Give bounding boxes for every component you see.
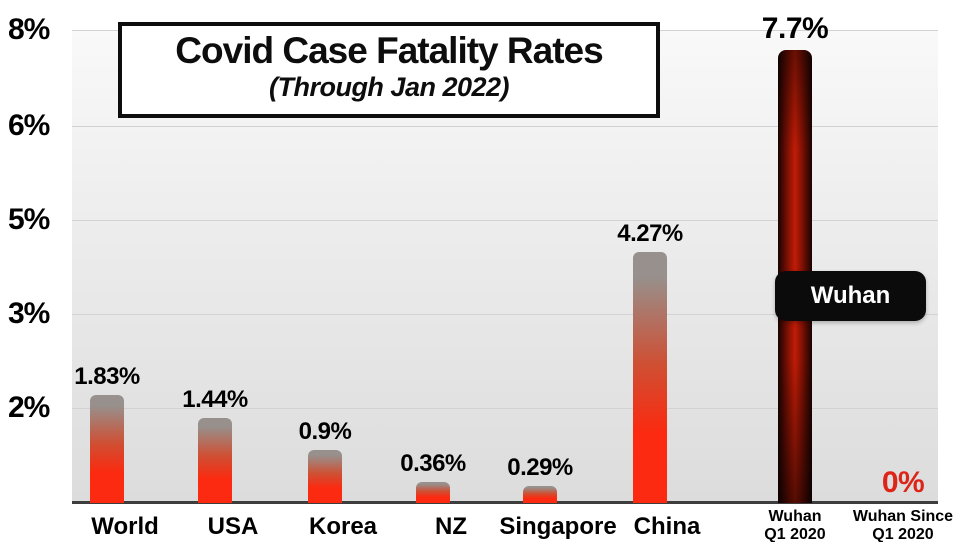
- category-label-line: Korea: [308, 513, 378, 540]
- category-label-line: World: [91, 513, 159, 540]
- category-label-line: NZ: [435, 513, 467, 540]
- value-label-nz: 0.36%: [400, 450, 466, 477]
- value-label-usa: 1.44%: [182, 386, 248, 413]
- category-label-line: Wuhan Since: [852, 508, 954, 525]
- category-label-wuhan-q1: Wuhan Q1 2020: [764, 508, 825, 542]
- category-label-line: USA: [207, 513, 259, 540]
- y-tick-label-6%: 6%: [8, 109, 50, 142]
- wuhan-annotation-badge: Wuhan: [775, 271, 926, 321]
- value-label-china: 4.27%: [617, 220, 683, 247]
- value-label-singapore: 0.29%: [507, 454, 573, 481]
- y-tick-label-8%: 8%: [8, 13, 50, 46]
- bar-china: [633, 252, 667, 503]
- bar-singapore: [523, 486, 557, 503]
- gridline-5%: [72, 220, 938, 221]
- category-label-world: World: [91, 513, 159, 541]
- category-label-wuhan-since: Wuhan Since Q1 2020: [853, 508, 953, 542]
- chart-title-box: Covid Case Fatality Rates (Through Jan 2…: [118, 22, 660, 118]
- chart-title: Covid Case Fatality Rates: [175, 30, 603, 71]
- bar-world: [90, 395, 124, 503]
- bar-nz: [416, 482, 450, 503]
- value-label-korea: 0.9%: [298, 418, 352, 445]
- value-label-wuhan-since: 0%: [881, 466, 925, 499]
- chart-subtitle: (Through Jan 2022): [268, 71, 510, 102]
- category-label-usa: USA: [208, 513, 259, 541]
- gridline-6%: [72, 126, 938, 127]
- value-label-world: 1.83%: [74, 363, 140, 390]
- value-label-wuhan-q1: 7.7%: [761, 12, 829, 45]
- category-label-nz: NZ: [435, 513, 467, 541]
- category-label-line: China: [633, 513, 701, 540]
- y-tick-label-3%: 3%: [8, 297, 50, 330]
- y-tick-label-2%: 2%: [8, 391, 50, 424]
- x-axis-line: [72, 501, 938, 504]
- category-label-singapore: Singapore: [499, 513, 616, 541]
- category-label-china: China: [634, 513, 701, 541]
- bar-korea: [308, 450, 342, 503]
- category-label-line: Singapore: [499, 513, 617, 540]
- category-label-line: Wuhan: [768, 508, 822, 525]
- gridline-2%: [72, 408, 938, 409]
- bar-usa: [198, 418, 232, 503]
- category-label-korea: Korea: [309, 513, 377, 541]
- gridline-3%: [72, 314, 938, 315]
- category-label-line: Q1 2020: [764, 526, 826, 542]
- y-tick-label-5%: 5%: [8, 203, 50, 236]
- wuhan-annotation-label: Wuhan: [810, 282, 891, 309]
- category-label-line: Q1 2020: [872, 526, 934, 542]
